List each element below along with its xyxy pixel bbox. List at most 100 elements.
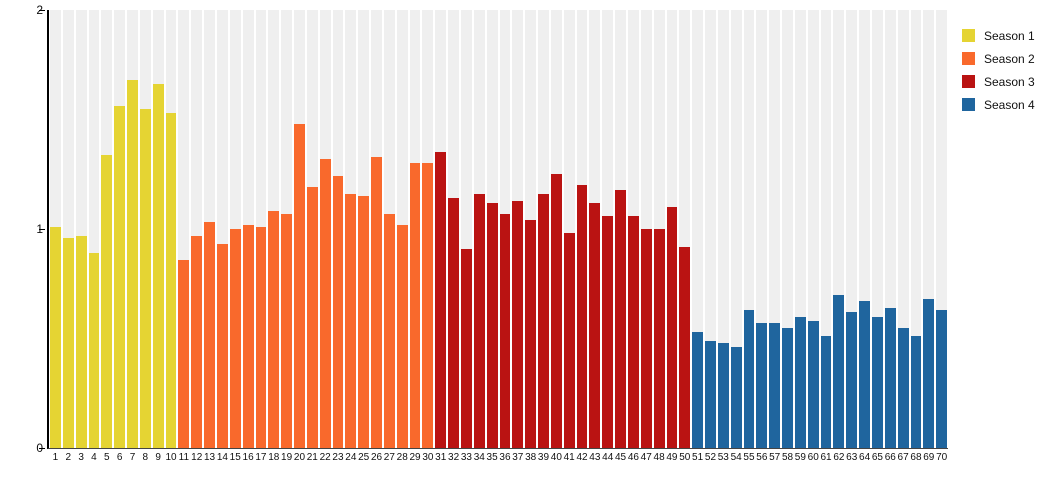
bar[interactable]	[820, 336, 832, 448]
bar[interactable]	[653, 229, 665, 448]
x-axis-tick-label: 60	[807, 452, 819, 463]
bar[interactable]	[486, 202, 498, 448]
y-axis-tick-mark	[39, 10, 45, 11]
x-axis-tick-label: 27	[383, 452, 395, 463]
bar[interactable]	[127, 80, 138, 448]
bar[interactable]	[383, 213, 395, 448]
bar[interactable]	[281, 213, 293, 448]
bar[interactable]	[409, 163, 421, 448]
bar[interactable]	[306, 187, 318, 448]
legend-item[interactable]: Season 1	[962, 24, 1035, 47]
x-axis-tick-label: 62	[833, 452, 845, 463]
bar[interactable]	[473, 193, 485, 448]
bar[interactable]	[769, 323, 781, 448]
bar[interactable]	[139, 108, 151, 448]
bar[interactable]	[75, 235, 87, 448]
bar[interactable]	[229, 229, 241, 448]
bar[interactable]	[88, 253, 100, 448]
bar[interactable]	[589, 202, 601, 448]
background-stripe	[705, 10, 716, 448]
bar[interactable]	[396, 224, 408, 448]
bar[interactable]	[512, 200, 524, 448]
x-axis-tick-label: 63	[846, 452, 858, 463]
bar[interactable]	[794, 316, 806, 448]
bar[interactable]	[923, 299, 935, 448]
bar[interactable]	[782, 327, 793, 448]
bar[interactable]	[371, 156, 382, 448]
bar[interactable]	[242, 224, 254, 448]
bar[interactable]	[152, 84, 164, 448]
bar-slot: 43	[588, 10, 601, 463]
x-axis-tick-label: 45	[614, 452, 627, 463]
bar[interactable]	[692, 331, 704, 448]
bar[interactable]	[294, 123, 305, 448]
bar[interactable]	[576, 185, 588, 448]
bar[interactable]	[679, 246, 691, 448]
bar[interactable]	[165, 112, 177, 448]
bar[interactable]	[435, 152, 447, 448]
bar[interactable]	[255, 226, 267, 448]
x-axis-tick-label: 12	[191, 452, 203, 463]
bar[interactable]	[627, 215, 639, 448]
bar[interactable]	[345, 193, 357, 448]
bar[interactable]	[422, 163, 434, 448]
x-axis-tick-label: 2	[65, 452, 72, 463]
bar[interactable]	[756, 323, 768, 448]
bar[interactable]	[204, 222, 215, 448]
x-axis-tick-label: 50	[679, 452, 691, 463]
bar[interactable]	[448, 198, 459, 448]
bar[interactable]	[833, 294, 845, 448]
background-stripe	[884, 10, 896, 448]
bar-slot: 31	[434, 10, 447, 463]
x-axis-tick-label: 69	[923, 452, 935, 463]
bar[interactable]	[268, 211, 280, 448]
bar[interactable]	[191, 235, 203, 448]
bar[interactable]	[717, 342, 729, 448]
bar-slot: 44	[601, 10, 614, 463]
x-axis-tick-label: 44	[602, 452, 614, 463]
bar[interactable]	[114, 106, 126, 448]
background-stripe	[833, 10, 845, 448]
bar[interactable]	[538, 193, 549, 448]
bar[interactable]	[743, 310, 755, 448]
bar[interactable]	[615, 189, 626, 448]
bar[interactable]	[897, 327, 909, 448]
background-stripe	[743, 10, 755, 448]
bar[interactable]	[705, 340, 716, 448]
bar[interactable]	[602, 215, 614, 448]
bar[interactable]	[666, 207, 678, 448]
bar[interactable]	[50, 226, 61, 448]
bar[interactable]	[910, 336, 922, 448]
bar[interactable]	[358, 196, 370, 448]
bar[interactable]	[730, 347, 742, 448]
legend-item[interactable]: Season 2	[962, 47, 1035, 70]
bar[interactable]	[884, 307, 896, 448]
background-stripe	[216, 10, 228, 448]
x-axis-tick-label: 34	[473, 452, 485, 463]
bar[interactable]	[216, 244, 228, 448]
bar[interactable]	[550, 174, 562, 448]
legend-swatch	[962, 98, 975, 111]
bar[interactable]	[319, 158, 331, 448]
bar[interactable]	[178, 259, 190, 448]
bar[interactable]	[101, 154, 113, 448]
legend-item[interactable]: Season 4	[962, 93, 1035, 116]
bar[interactable]	[332, 176, 344, 448]
bar-slot: 52	[704, 10, 717, 463]
bar[interactable]	[461, 248, 472, 448]
x-axis-tick-label: 31	[435, 452, 447, 463]
bar[interactable]	[872, 316, 883, 448]
bar[interactable]	[640, 229, 652, 448]
bar-slot: 61	[820, 10, 833, 463]
legend-item[interactable]: Season 3	[962, 70, 1035, 93]
bar[interactable]	[62, 237, 74, 448]
bar[interactable]	[563, 233, 575, 448]
bar[interactable]	[846, 312, 858, 448]
bar[interactable]	[807, 320, 819, 448]
bar[interactable]	[936, 310, 948, 448]
bar[interactable]	[525, 220, 537, 448]
bar[interactable]	[499, 213, 511, 448]
bar[interactable]	[859, 301, 870, 448]
y-axis-tick-mark	[39, 448, 45, 449]
